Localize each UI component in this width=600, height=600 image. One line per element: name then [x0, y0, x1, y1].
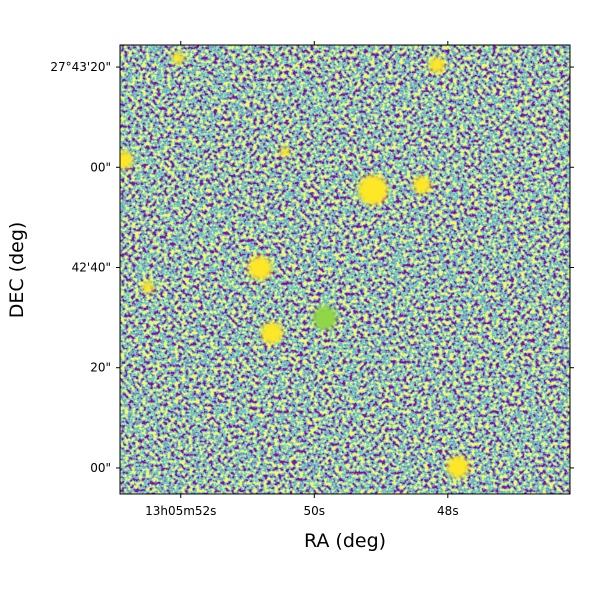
- sources: [120, 52, 469, 478]
- source: [248, 256, 272, 280]
- source: [280, 147, 290, 157]
- source: [358, 175, 388, 205]
- x-tick-label: 50s: [304, 504, 326, 518]
- noise-texture: [120, 45, 570, 494]
- y-axis-title: DEC (deg): [6, 222, 28, 319]
- y-tick-label: 20": [90, 361, 111, 375]
- plot-frame: [119, 44, 571, 495]
- source: [429, 57, 445, 73]
- x-axis-title: RA (deg): [304, 530, 386, 552]
- x-tick-label: 13h05m52s: [145, 504, 216, 518]
- x-tick-label: 48s: [437, 504, 459, 518]
- source: [142, 281, 154, 293]
- y-tick-label: 27°43'20": [50, 60, 111, 74]
- source: [120, 151, 133, 169]
- y-tick-label: 42'40": [72, 260, 111, 274]
- source: [261, 322, 283, 344]
- y-tick-label: 00": [90, 461, 111, 475]
- y-tick-label: 00": [90, 160, 111, 174]
- source: [447, 456, 469, 478]
- source: [172, 52, 184, 64]
- image: [120, 45, 570, 494]
- source: [313, 306, 337, 330]
- source: [413, 176, 431, 194]
